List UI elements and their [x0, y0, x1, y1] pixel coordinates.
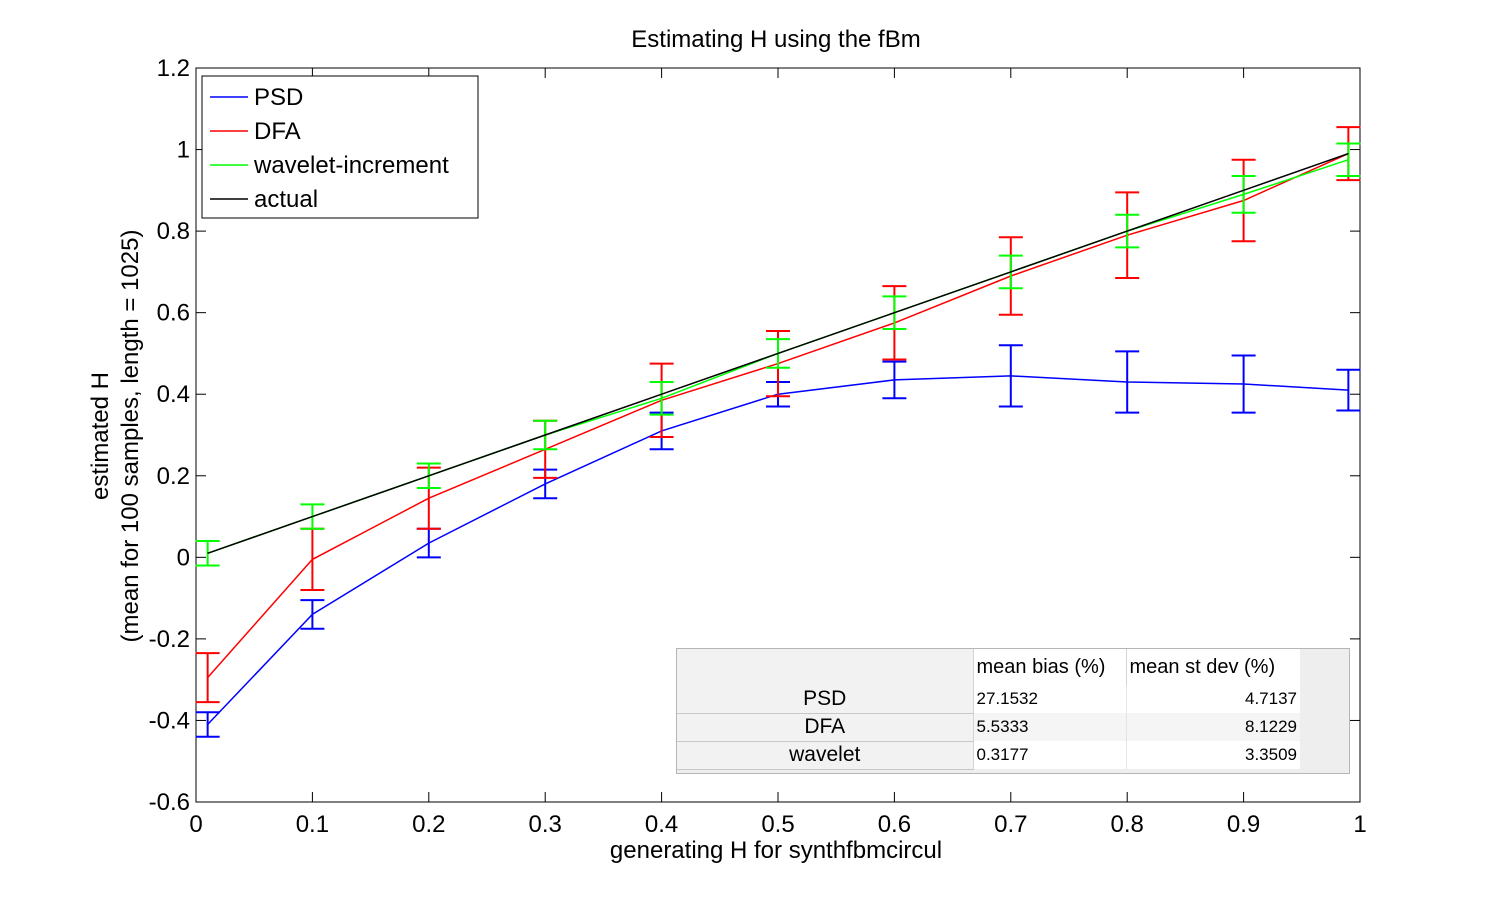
legend-label-wavelet-increment: wavelet-increment: [253, 152, 449, 179]
chart-title: Estimating H using the fBm: [631, 26, 920, 53]
psd-errorbar: [1336, 368, 1361, 412]
y-axis-label-line2: (mean for 100 samples, length = 1025): [117, 230, 144, 643]
stats-table: mean bias (%) mean st dev (%) PSD 27.153…: [676, 648, 1350, 774]
stats-row-label: PSD: [677, 685, 973, 714]
x-axis-label: generating H for synthfbmcircul: [610, 837, 942, 864]
y-tick-label: 0.4: [157, 381, 190, 408]
y-tick-label: 1.2: [157, 55, 190, 82]
legend: PSD DFA wavelet-increment actual: [201, 75, 479, 219]
x-tick-label: 0.4: [645, 811, 678, 838]
stats-stdev-value: 8.1229: [1125, 713, 1300, 741]
series-lines: [195, 126, 1361, 738]
x-tick-label: 0.7: [994, 811, 1027, 838]
actual-line: [207, 152, 1349, 555]
psd-errorbar: [1115, 350, 1140, 414]
legend-label-actual: actual: [254, 186, 318, 213]
y-tick-label: 0.2: [157, 463, 190, 490]
wavelet-increment-errorbar: [1336, 142, 1361, 178]
x-tick-label: 0: [189, 811, 202, 838]
wavelet-increment-errorbar: [649, 380, 674, 416]
legend-label-psd: PSD: [254, 84, 303, 111]
y-axis-label: estimated H (mean for 100 samples, lengt…: [87, 230, 144, 643]
stats-bias-value: 27.1532: [972, 685, 1126, 713]
y-tick-label: -0.4: [149, 707, 190, 734]
y-tick-label: -0.6: [149, 789, 190, 816]
dfa-errorbar: [195, 652, 220, 704]
y-tick-label: 0: [177, 544, 190, 571]
stats-bias-value: 5.5333: [972, 713, 1126, 741]
y-tick-label: 1: [177, 137, 190, 164]
x-tick-label: 0.3: [529, 811, 562, 838]
x-tick-label: 0.9: [1227, 811, 1260, 838]
stats-header-row: mean bias (%) mean st dev (%): [677, 649, 1300, 685]
x-tick-label: 0.1: [296, 811, 329, 838]
psd-errorbar: [1231, 354, 1256, 414]
psd-errorbar: [998, 344, 1023, 408]
axis-ticks: 0 0.1 0.2 0.3 0.4 0.5 0.6 0.7 0.8 0.9 1 -0.6 -0.4 -0.…: [149, 55, 1367, 838]
stats-bias-value: 0.3177: [972, 741, 1126, 769]
x-tick-label: 0.5: [761, 811, 794, 838]
x-tick-label: 1: [1353, 811, 1366, 838]
y-tick-label: -0.2: [149, 626, 190, 653]
x-tick-label: 0.2: [412, 811, 445, 838]
legend-box: [201, 75, 479, 219]
x-tick-label: 0.8: [1111, 811, 1144, 838]
y-tick-label: 0.8: [157, 218, 190, 245]
y-tick-label: 0.6: [157, 300, 190, 327]
legend-label-dfa: DFA: [254, 118, 301, 145]
stats-corner-cell: [677, 649, 973, 685]
stats-row-wavelet: wavelet 0.3177 3.3509: [677, 741, 1300, 770]
x-tick-label: 0.6: [878, 811, 911, 838]
y-axis-label-line1: estimated H: [87, 372, 114, 500]
stats-row-label: DFA: [677, 713, 973, 742]
stats-col-stdev: mean st dev (%): [1125, 649, 1300, 685]
wavelet-increment-errorbar: [1231, 175, 1256, 214]
stats-stdev-value: 4.7137: [1125, 685, 1300, 713]
stats-col-bias: mean bias (%): [972, 649, 1126, 685]
psd-errorbar: [882, 360, 907, 400]
psd-errorbar: [300, 599, 325, 630]
stats-row-dfa: DFA 5.5333 8.1229: [677, 713, 1300, 742]
stats-row-label: wavelet: [677, 741, 973, 770]
stats-row-psd: PSD 27.1532 4.7137: [677, 685, 1300, 714]
stats-stdev-value: 3.3509: [1125, 741, 1300, 769]
psd-errorbar: [195, 711, 220, 738]
